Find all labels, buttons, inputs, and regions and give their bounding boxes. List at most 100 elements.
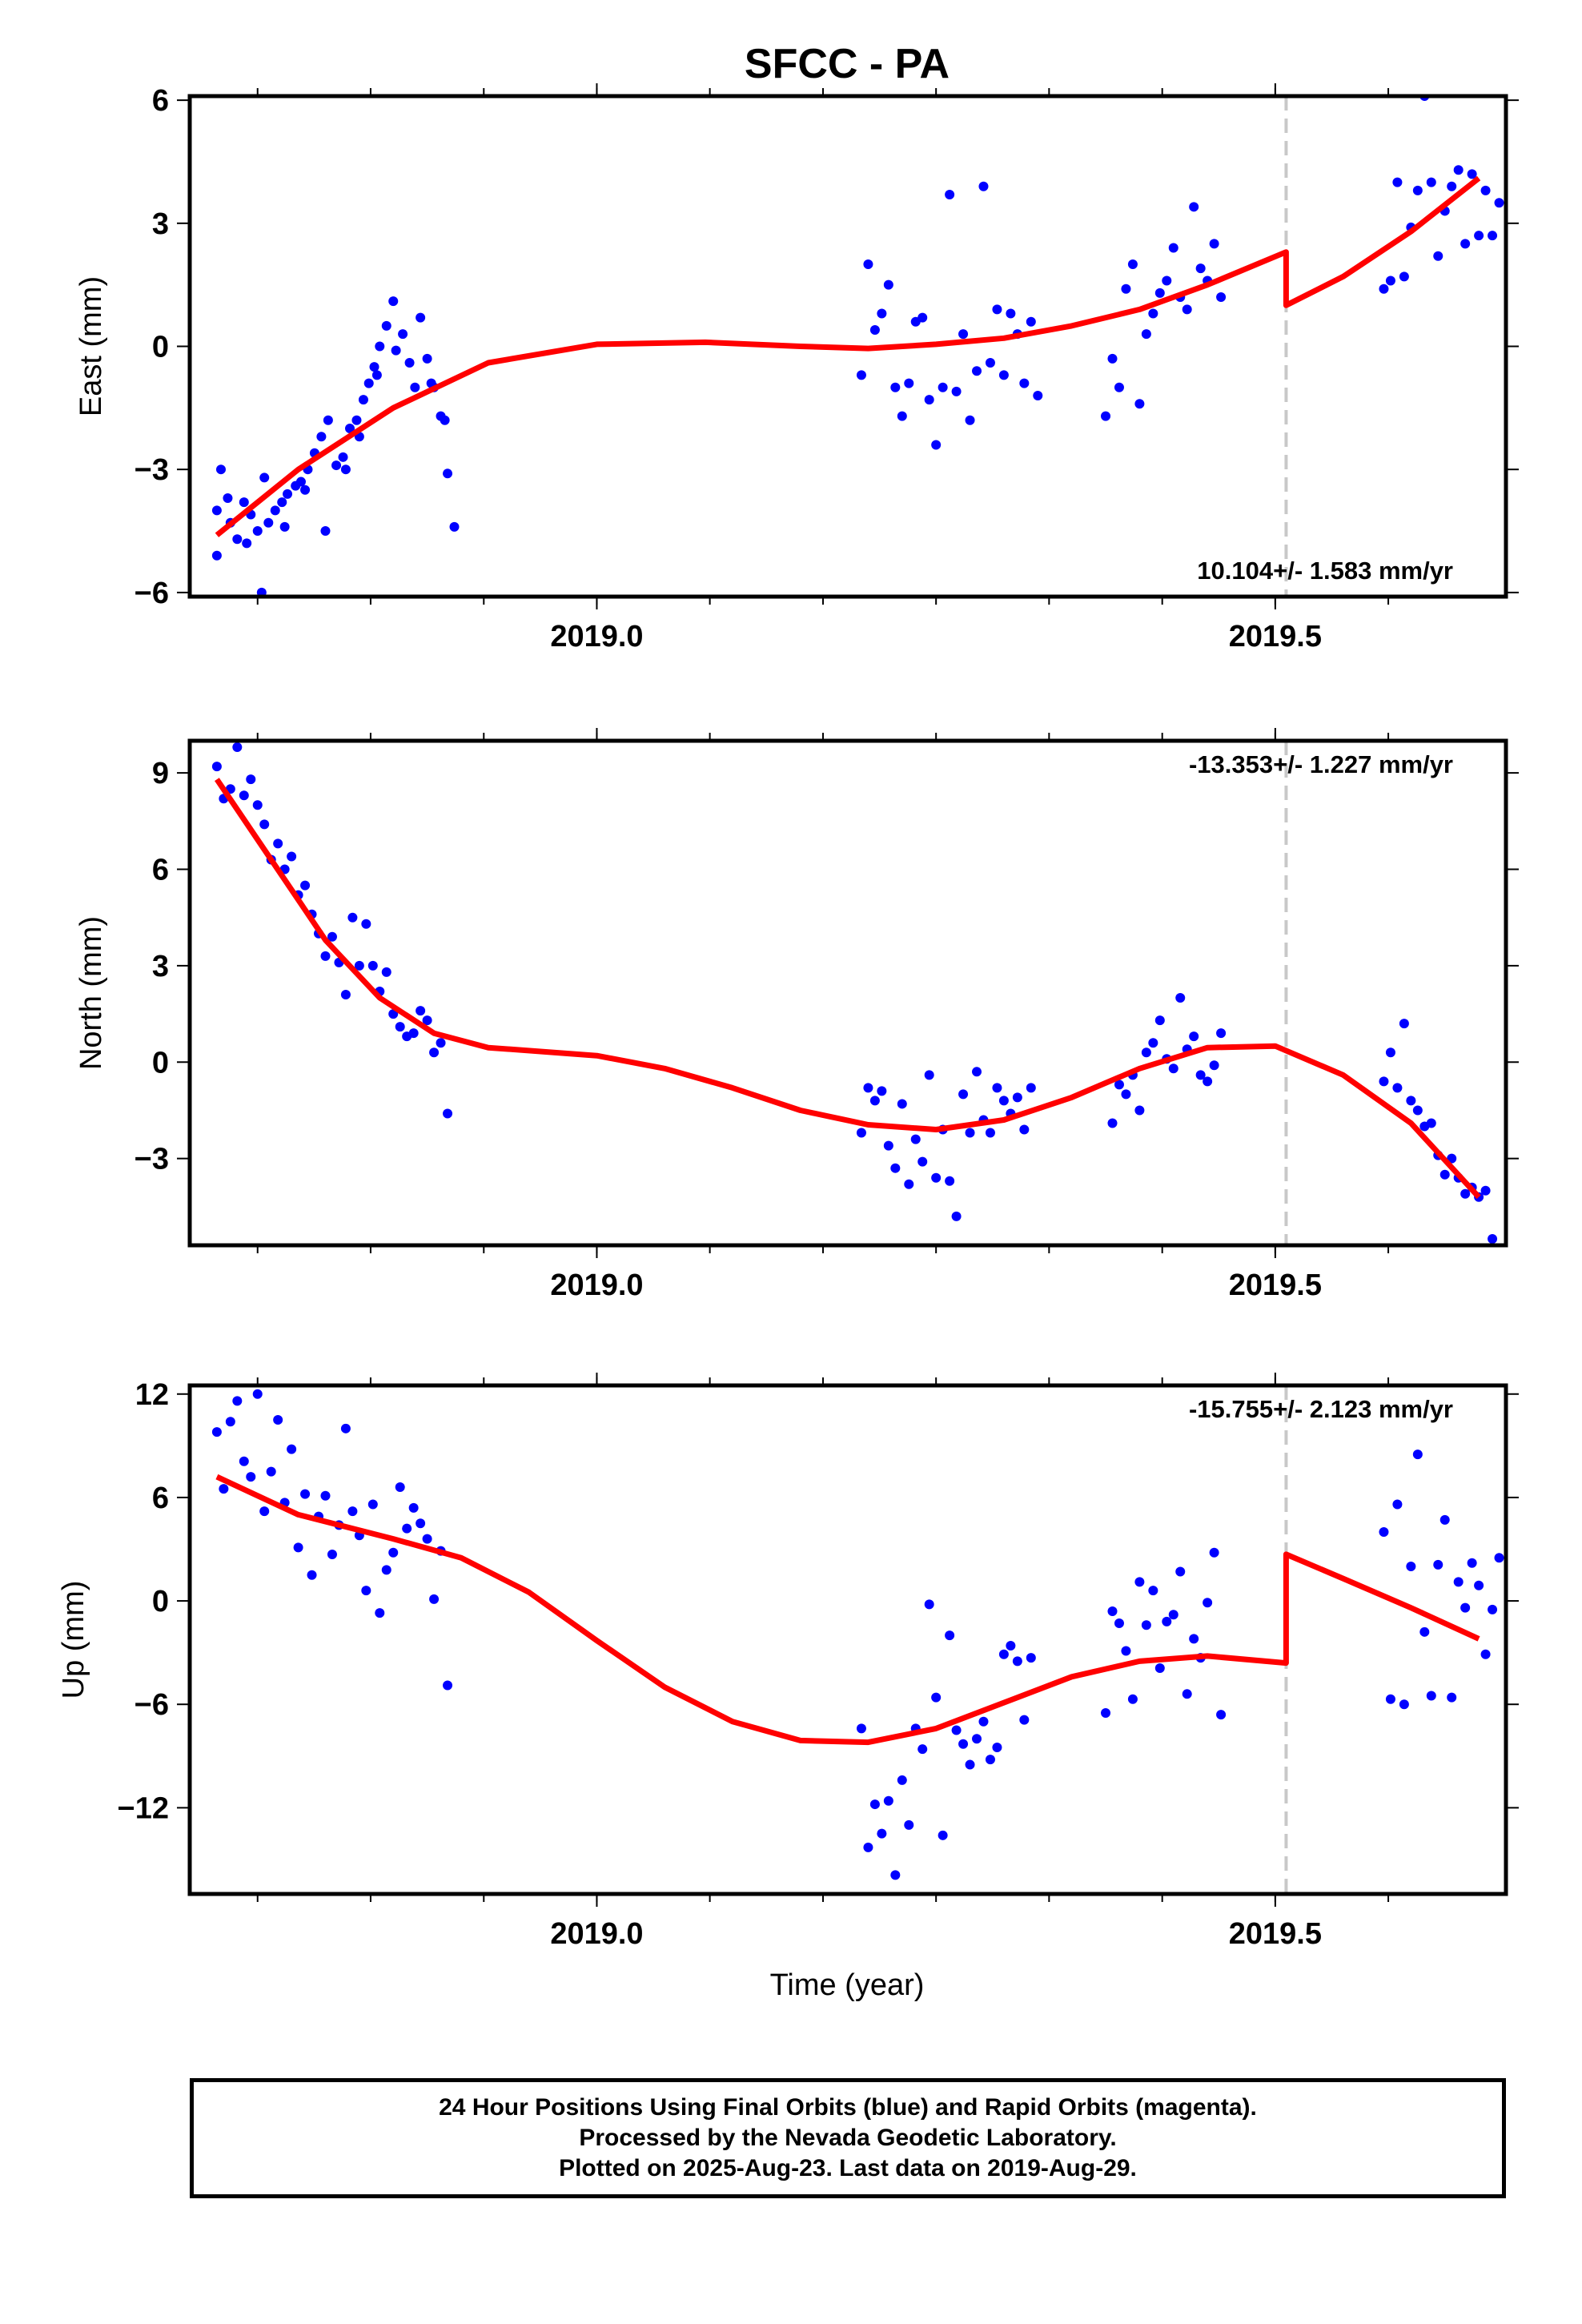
y-tick-label: 0: [152, 1046, 169, 1080]
data-point: [924, 1070, 934, 1080]
data-point: [1426, 1691, 1436, 1701]
data-point: [1474, 1580, 1484, 1590]
data-point: [449, 521, 460, 532]
data-point: [391, 345, 401, 356]
data-point: [375, 1608, 385, 1618]
data-point: [951, 1725, 962, 1735]
data-point: [856, 1723, 866, 1734]
data-point: [910, 1134, 921, 1144]
data-point: [398, 329, 408, 340]
data-point: [1141, 329, 1151, 340]
data-point: [232, 534, 243, 545]
data-point: [917, 1744, 928, 1755]
data-point: [323, 415, 333, 425]
data-point: [443, 1680, 453, 1691]
data-point: [938, 382, 948, 392]
data-point: [1101, 1707, 1111, 1718]
data-point: [371, 370, 382, 380]
data-point: [239, 497, 249, 508]
data-point: [381, 967, 391, 977]
y-tick-label: 12: [135, 1378, 169, 1412]
data-point: [978, 1716, 989, 1727]
y-axis-title: North (mm): [74, 916, 108, 1070]
data-point: [869, 1096, 880, 1106]
model-fit-line: [215, 1474, 1480, 1746]
panel-north: 2019.0 2019.5 −3 0 3 6 9 North (mm) -13.353+/- 1…: [74, 0, 1519, 1302]
data-point: [945, 189, 955, 199]
data-point: [422, 353, 432, 364]
data-point: [388, 296, 399, 307]
data-point: [1467, 169, 1477, 179]
data-point: [1392, 177, 1403, 187]
data-point: [1154, 1663, 1165, 1674]
data-point: [883, 1140, 893, 1151]
data-point: [256, 587, 267, 597]
data-point: [1141, 1047, 1151, 1058]
data-point: [904, 1819, 914, 1830]
data-point: [1385, 275, 1395, 286]
data-point: [945, 1630, 955, 1641]
data-point: [443, 1108, 453, 1119]
data-point: [242, 538, 252, 549]
data-point: [395, 1482, 405, 1492]
data-point: [1433, 251, 1443, 261]
x-tick-label: 2019.5: [1229, 1917, 1322, 1951]
data-point: [1406, 1562, 1416, 1572]
data-point: [270, 505, 280, 516]
y-tick-label: 6: [152, 84, 169, 118]
data-point: [395, 1022, 405, 1032]
data-point: [1026, 316, 1036, 327]
data-point: [211, 550, 222, 561]
data-point: [1114, 1618, 1124, 1629]
data-point: [259, 819, 270, 830]
data-point: [1203, 1076, 1213, 1087]
y-tick-label: −6: [135, 577, 169, 610]
data-point: [958, 1089, 969, 1100]
data-point: [1154, 1015, 1165, 1026]
data-point: [351, 415, 362, 425]
data-point: [354, 960, 364, 971]
data-point: [992, 304, 1002, 315]
data-point: [1134, 1105, 1145, 1116]
data-point: [211, 762, 222, 772]
data-point: [1399, 1019, 1409, 1029]
data-point: [890, 1870, 901, 1880]
y-tick-label: −6: [135, 1688, 169, 1722]
data-point: [1488, 231, 1498, 241]
data-point: [1209, 1060, 1219, 1071]
footer-line-3: Plotted on 2025-Aug-23. Last data on 201…: [559, 2155, 1137, 2181]
data-point: [978, 181, 989, 191]
data-point: [1447, 1692, 1457, 1703]
velocity-rate-label: -15.755+/- 2.123 mm/yr: [1189, 1395, 1453, 1423]
data-point: [1026, 1083, 1036, 1093]
data-point: [223, 493, 233, 504]
data-point: [388, 1547, 399, 1558]
data-point: [1127, 259, 1138, 270]
data-point: [890, 1163, 901, 1173]
data-point: [1209, 1547, 1219, 1558]
data-point: [429, 1594, 440, 1604]
data-point: [1168, 243, 1178, 253]
data-point: [381, 320, 391, 331]
data-point: [1006, 1641, 1016, 1651]
data-point: [1019, 378, 1030, 388]
data-point: [1175, 1566, 1186, 1577]
y-axis-title: Up (mm): [57, 1581, 90, 1699]
data-point: [375, 341, 385, 352]
data-point: [279, 521, 290, 532]
data-point: [440, 415, 450, 425]
data-point: [1385, 1047, 1395, 1058]
data-point: [1495, 0, 1504, 5]
data-point: [1467, 1558, 1477, 1568]
x-tick-label: 2019.0: [550, 1269, 643, 1302]
data-point: [293, 1542, 303, 1553]
data-point: [1216, 292, 1227, 303]
y-tick-label: 3: [152, 950, 169, 983]
data-point: [300, 1489, 311, 1499]
x-axis-title: Time (year): [770, 1968, 925, 2002]
data-point: [931, 440, 942, 450]
data-point: [1121, 1089, 1131, 1100]
data-point: [1412, 185, 1423, 195]
data-point: [1439, 1514, 1450, 1525]
data-point: [283, 489, 293, 499]
